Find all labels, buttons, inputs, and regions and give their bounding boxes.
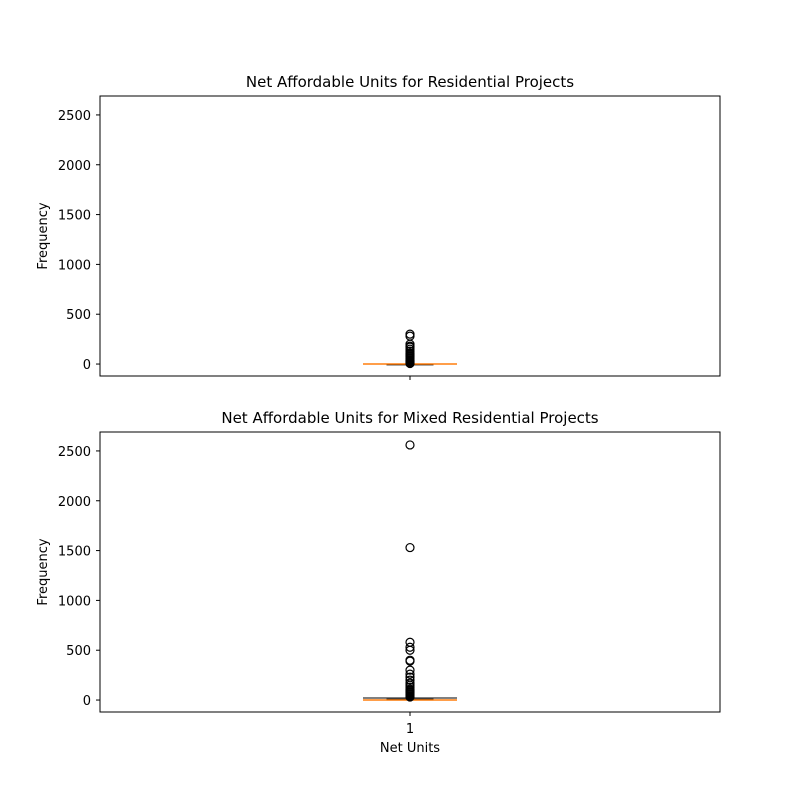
mixed-plot-area <box>363 440 457 702</box>
mixed-outlier-point <box>405 655 415 665</box>
mixed-y-axis-label: Frequency <box>36 538 51 605</box>
residential-y-axis-label: Frequency <box>36 202 51 269</box>
mixed-y-tick-label: 2000 <box>58 495 91 510</box>
residential-y-tick-label: 0 <box>83 358 91 373</box>
residential-outlier-point <box>405 329 415 339</box>
mixed-outlier-point <box>405 642 415 652</box>
residential-subplot: Net Affordable Units for Residential Pro… <box>36 73 721 380</box>
residential-y-ticks: 0 500 1000 1500 2000 2500 <box>58 109 100 373</box>
mixed-axes-frame <box>99 431 721 713</box>
mixed-outlier-point <box>405 678 415 688</box>
mixed-y-tick-label: 1000 <box>58 594 91 609</box>
mixed-y-ticks: 0 500 1000 1500 2000 2500 <box>58 445 100 709</box>
mixed-outlier-point <box>405 542 415 553</box>
mixed-y-tick-label: 2500 <box>58 445 91 460</box>
residential-plot-area <box>363 329 457 369</box>
mixed-outlier-point <box>405 440 415 450</box>
mixed-x-ticks: 1 <box>406 712 414 737</box>
residential-chart-title: Net Affordable Units for Residential Pro… <box>246 73 574 91</box>
mixed-outlier-point <box>405 675 415 685</box>
residential-y-tick-label: 1500 <box>58 209 91 224</box>
mixed-outlier-point <box>405 669 415 679</box>
residential-axes-frame <box>99 95 721 377</box>
residential-y-tick-label: 1000 <box>58 258 91 273</box>
residential-y-tick-label: 2500 <box>58 109 91 124</box>
residential-y-tick-label: 500 <box>66 308 91 323</box>
mixed-y-tick-label: 500 <box>66 644 91 659</box>
mixed-chart-title: Net Affordable Units for Mixed Residenti… <box>221 409 598 427</box>
mixed-y-tick-label: 0 <box>83 694 91 709</box>
mixed-x-axis-label: Net Units <box>380 741 440 756</box>
mixed-outlier-point <box>405 637 415 647</box>
residential-y-tick-label: 2000 <box>58 159 91 174</box>
mixed-outlier-point <box>405 665 415 675</box>
mixed-y-tick-label: 1500 <box>58 545 91 560</box>
mixed-outlier-point <box>405 672 415 682</box>
mixed-x-tick-label: 1 <box>406 722 414 737</box>
mixed-residential-subplot: Net Affordable Units for Mixed Residenti… <box>36 409 721 756</box>
